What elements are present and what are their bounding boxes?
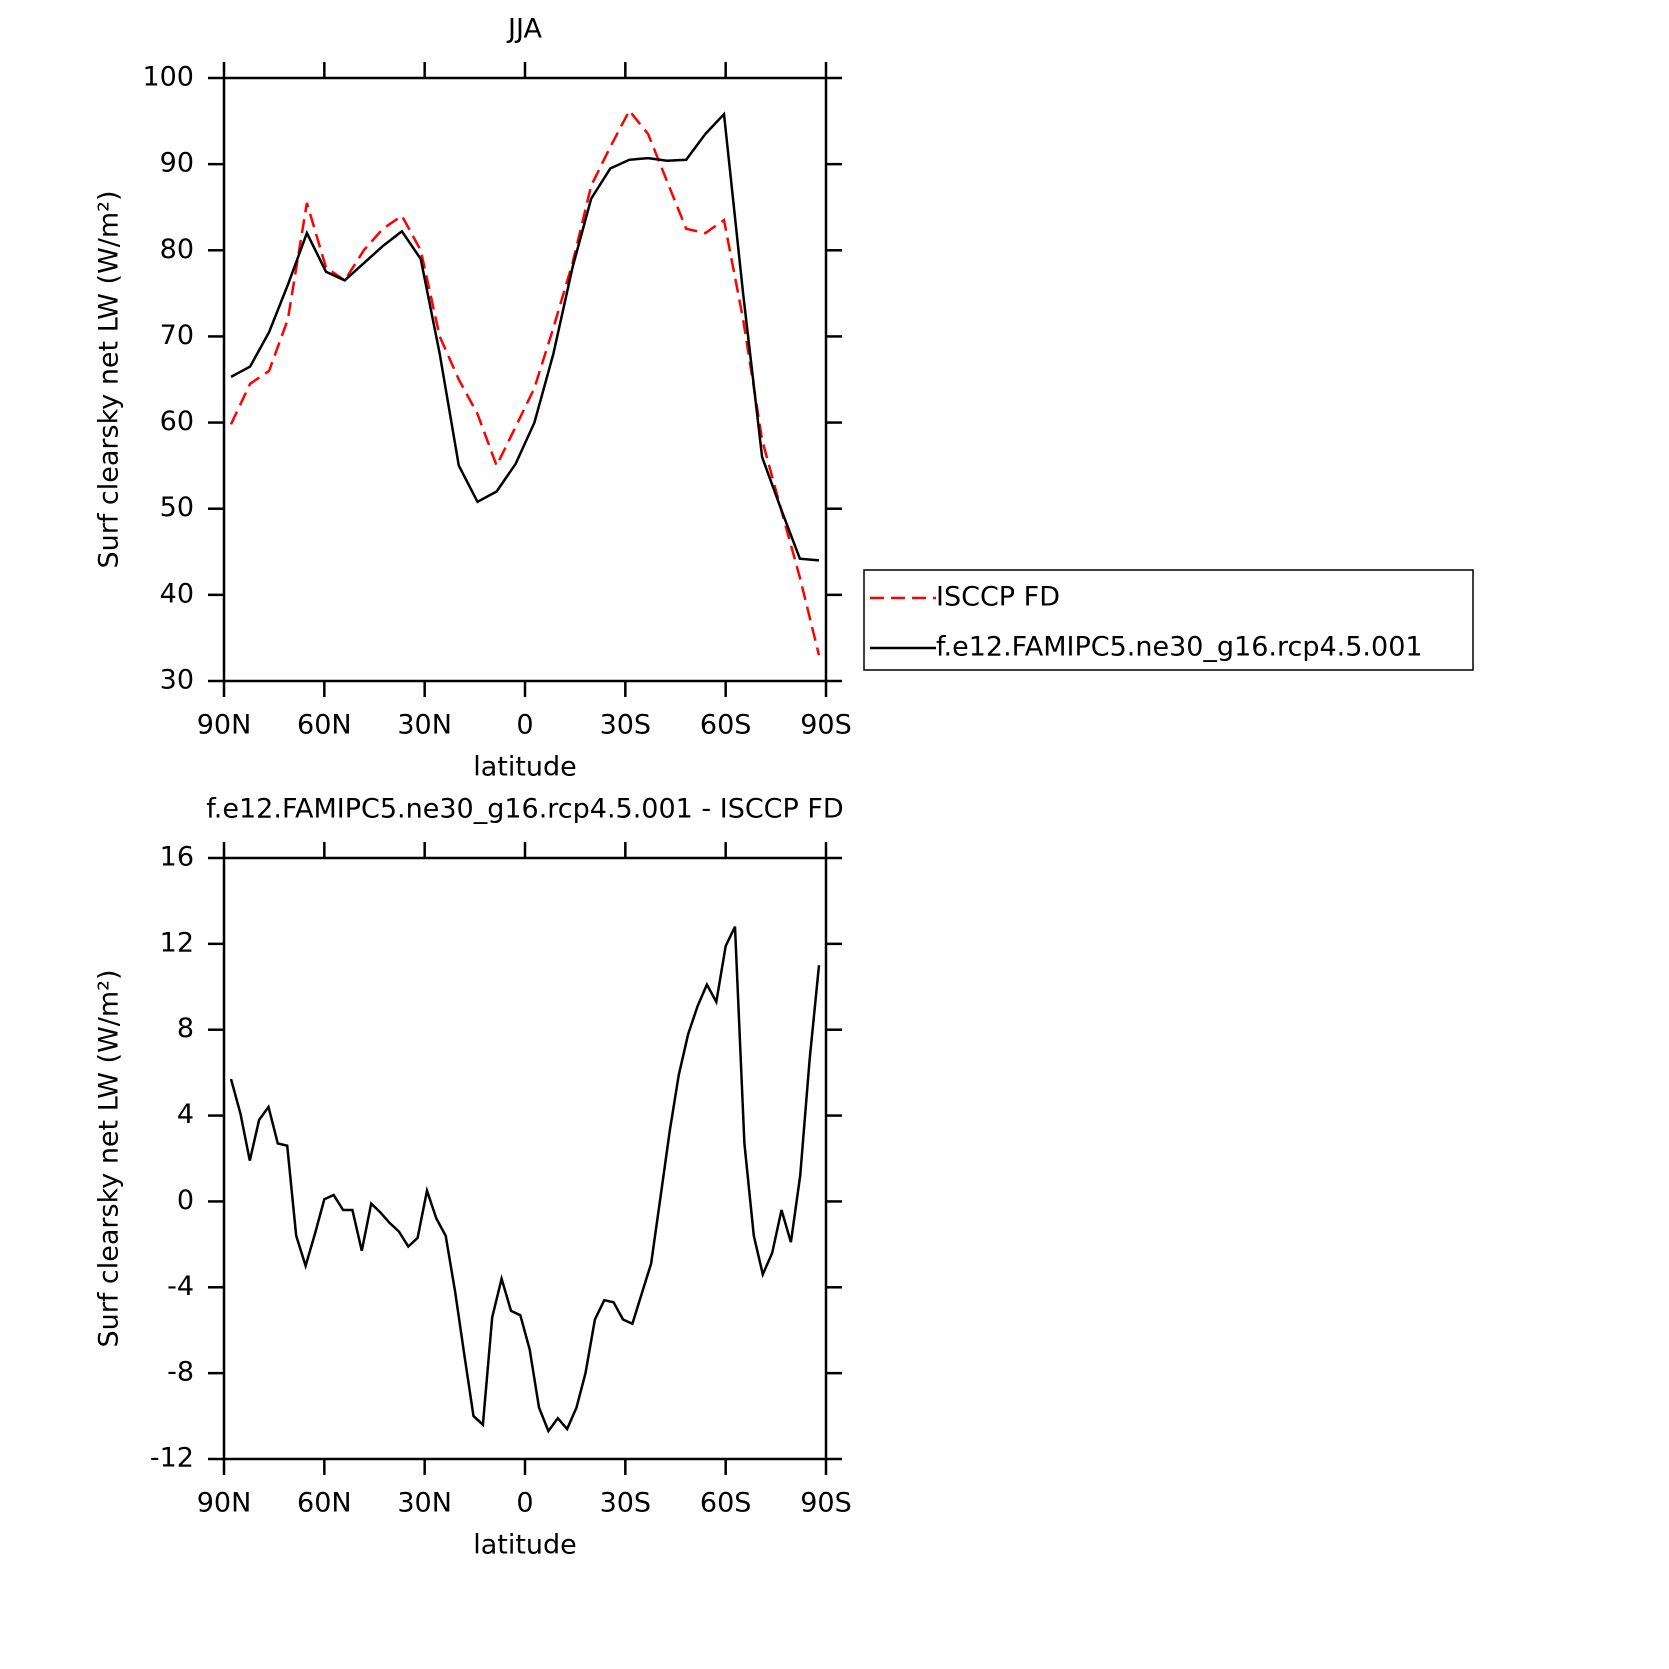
legend-label: f.e12.FAMIPC5.ne30_g16.rcp4.5.001 (936, 632, 1423, 663)
x-tick-label: 90N (197, 710, 252, 741)
y-axis-label: Surf clearsky net LW (W/m²) (94, 190, 125, 568)
x-tick-label: 0 (516, 710, 533, 741)
chart-title: f.e12.FAMIPC5.ne30_g16.rcp4.5.001 - ISCC… (206, 794, 843, 825)
x-tick-label: 60N (297, 1488, 352, 1519)
x-tick-label: 60N (297, 710, 352, 741)
y-tick-label: -12 (150, 1443, 194, 1474)
data-line (229, 108, 821, 656)
y-axis-label: Surf clearsky net LW (W/m²) (94, 969, 125, 1347)
x-axis-label: latitude (473, 752, 577, 783)
y-tick-label: 0 (177, 1185, 194, 1216)
y-tick-label: -4 (167, 1271, 194, 1302)
x-tick-label: 30S (600, 710, 652, 741)
y-tick-label: 90 (160, 148, 194, 179)
y-tick-label: 80 (160, 234, 194, 265)
x-tick-label: 30N (397, 1488, 452, 1519)
y-tick-label: 70 (160, 320, 194, 351)
x-tick-label: 60S (700, 710, 752, 741)
x-tick-label: 0 (516, 1488, 533, 1519)
x-tick-label: 90S (800, 1488, 852, 1519)
y-tick-label: 12 (160, 927, 194, 958)
y-tick-label: 4 (177, 1099, 194, 1130)
data-line (229, 926, 821, 1434)
y-tick-label: 30 (160, 665, 194, 696)
legend-box (863, 569, 1474, 671)
y-tick-label: 60 (160, 406, 194, 437)
x-tick-label: 30S (600, 1488, 652, 1519)
y-tick-label: 40 (160, 578, 194, 609)
y-tick-label: -8 (167, 1357, 194, 1388)
x-axis-label: latitude (473, 1530, 577, 1561)
x-tick-label: 60S (700, 1488, 752, 1519)
legend-label: ISCCP FD (936, 582, 1060, 613)
x-tick-label: 30N (397, 710, 452, 741)
plot-frame (222, 76, 828, 683)
data-line (230, 111, 820, 562)
x-tick-label: 90S (800, 710, 852, 741)
y-tick-label: 100 (142, 62, 194, 93)
x-tick-label: 90N (197, 1488, 252, 1519)
y-tick-label: 8 (177, 1013, 194, 1044)
y-tick-label: 16 (160, 842, 194, 873)
chart-title: JJA (506, 14, 542, 45)
y-tick-label: 50 (160, 492, 194, 523)
